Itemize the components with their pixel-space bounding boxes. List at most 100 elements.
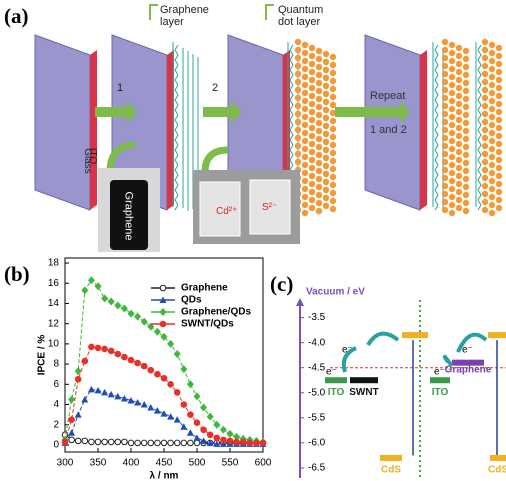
- data-point: [254, 440, 260, 446]
- data-point: [188, 412, 194, 418]
- quantum-dot: [456, 165, 462, 171]
- quantum-dot: [449, 194, 455, 200]
- data-point: [81, 286, 88, 294]
- quantum-dot: [316, 144, 322, 150]
- quantum-dot: [482, 71, 488, 77]
- quantum-dot: [496, 205, 502, 211]
- quantum-dot: [323, 91, 329, 97]
- quantum-dot: [316, 176, 322, 182]
- quantum-dot: [330, 198, 336, 204]
- quantum-dot: [309, 157, 315, 163]
- quantum-dot: [456, 133, 462, 139]
- data-point: [128, 310, 135, 318]
- quantum-dot: [323, 115, 329, 121]
- quantum-dot: [309, 205, 315, 211]
- quantum-dot: [463, 136, 469, 142]
- quantum-dot: [496, 69, 502, 75]
- quantum-dot: [449, 130, 455, 136]
- graphene-sheet: [478, 45, 481, 210]
- data-point: [240, 439, 246, 445]
- quantum-dot: [323, 147, 329, 153]
- y-tick-label: -5.5: [308, 412, 326, 423]
- quantum-dot: [309, 117, 315, 123]
- quantum-dot: [323, 59, 329, 65]
- quantum-dot: [456, 157, 462, 163]
- quantum-dot: [463, 184, 469, 190]
- quantum-dot: [496, 117, 502, 123]
- quantum-dot: [309, 165, 315, 171]
- quantum-dot: [482, 127, 488, 133]
- data-point: [188, 440, 194, 446]
- quantum-dot: [463, 192, 469, 198]
- bottle-label: Graphene: [122, 192, 134, 241]
- quantum-dot: [323, 67, 329, 73]
- step-label: Repeat: [370, 90, 405, 102]
- data-point: [260, 440, 266, 446]
- data-point: [134, 313, 141, 321]
- quantum-dot: [489, 42, 495, 48]
- quantum-dot: [302, 130, 308, 136]
- quantum-dot: [442, 79, 448, 85]
- data-point: [194, 392, 201, 400]
- data-point: [68, 429, 75, 436]
- step-label: 2: [212, 82, 218, 94]
- quantum-dot: [316, 136, 322, 142]
- quantum-dot: [309, 181, 315, 187]
- curved-arrow: [205, 150, 228, 172]
- quantum-dot: [442, 175, 448, 181]
- energy-level: [490, 455, 506, 461]
- data-point: [227, 438, 233, 444]
- quantum-dot: [463, 104, 469, 110]
- data-point: [141, 363, 147, 369]
- quantum-dot: [309, 141, 315, 147]
- data-point: [135, 440, 141, 446]
- quantum-dot: [323, 155, 329, 161]
- quantum-dot: [316, 208, 322, 214]
- quantum-dot: [442, 47, 448, 53]
- quantum-dot: [323, 75, 329, 81]
- quantum-dot: [496, 125, 502, 131]
- quantum-dot: [442, 63, 448, 69]
- series-line: [65, 347, 263, 443]
- quantum-dot: [496, 61, 502, 67]
- figure: 024681012141618300350400450500550600λ / …: [0, 0, 506, 481]
- quantum-dot: [449, 114, 455, 120]
- data-point: [234, 439, 240, 445]
- data-point: [115, 439, 121, 445]
- quantum-dot: [330, 190, 336, 196]
- quantum-dot: [442, 87, 448, 93]
- quantum-dot: [302, 186, 308, 192]
- quantum-dot: [463, 152, 469, 158]
- quantum-dot: [330, 134, 336, 140]
- y-tick-label: 12: [48, 318, 60, 329]
- data-point: [82, 358, 88, 364]
- data-point: [147, 404, 154, 411]
- data-point: [181, 440, 187, 446]
- quantum-dot: [482, 191, 488, 197]
- quantum-dot: [442, 95, 448, 101]
- data-point: [114, 301, 121, 309]
- quantum-dot: [316, 200, 322, 206]
- quantum-dot: [442, 207, 448, 213]
- quantum-dot: [442, 135, 448, 141]
- quantum-dot: [449, 82, 455, 88]
- quantum-dot: [489, 66, 495, 72]
- quantum-dot: [442, 55, 448, 61]
- quantum-dot: [489, 106, 495, 112]
- quantum-dot: [463, 176, 469, 182]
- quantum-dot: [295, 95, 301, 101]
- quantum-dot: [323, 131, 329, 137]
- level-label: CdS: [381, 465, 401, 476]
- quantum-dot: [456, 69, 462, 75]
- data-point: [154, 328, 161, 336]
- quantum-dot: [449, 210, 455, 216]
- quantum-dot: [309, 109, 315, 115]
- quantum-dot: [449, 90, 455, 96]
- quantum-dot: [456, 45, 462, 51]
- quantum-dot: [295, 79, 301, 85]
- quantum-dot: [309, 53, 315, 59]
- quantum-dot: [323, 139, 329, 145]
- quantum-dot: [330, 78, 336, 84]
- quantum-dot: [449, 106, 455, 112]
- panel-label: (a): [4, 4, 29, 29]
